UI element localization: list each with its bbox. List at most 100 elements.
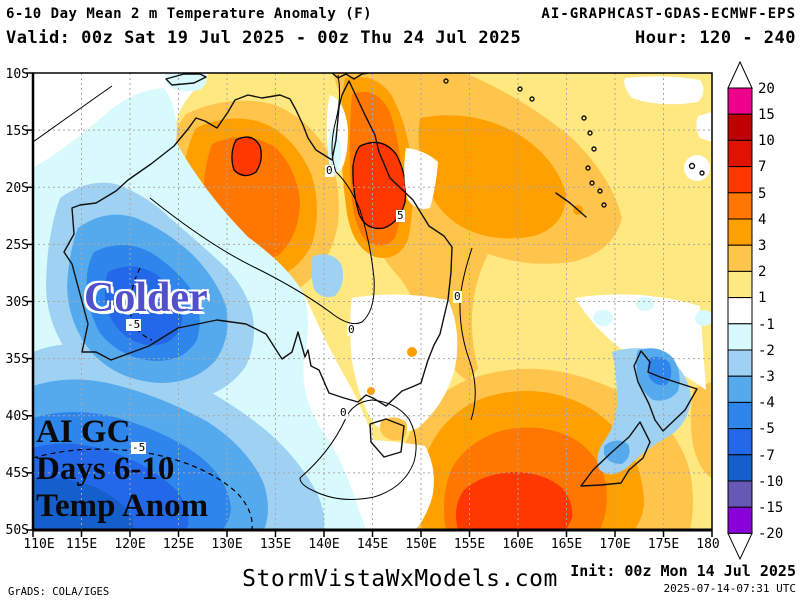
coastline-nz-south-island (580, 421, 651, 487)
lat-label: 25S (6, 238, 29, 253)
cool-region-nz-si-3 (604, 440, 630, 464)
coastline-png (331, 73, 369, 80)
colorbar-label: 4 (758, 212, 766, 228)
contour-label-minus5-sw: -5 (131, 441, 147, 454)
colorbar-label: 10 (758, 133, 775, 149)
zero-contour-east-coast (459, 247, 476, 421)
lon-label: 120E (114, 537, 145, 552)
model-name: AI-GRAPHCAST-GDAS-ECMWF-EPS (541, 6, 796, 22)
coastlines (63, 73, 705, 487)
lat-label: 50S (6, 523, 29, 538)
lon-label: 125E (163, 537, 194, 552)
colorbar-label: 20 (758, 81, 775, 97)
model-annotation-block: AI GC Days 6-10 Temp Anom (36, 414, 208, 525)
neutral-fiji-halo (684, 155, 710, 181)
colorbar-segment (727, 166, 753, 194)
zero-contour-interior (149, 74, 375, 325)
annotation-line-3: Temp Anom (36, 488, 209, 524)
cool-anomaly-regions (33, 73, 712, 530)
warm-spot-inland-1 (407, 347, 417, 357)
colorbar-segment (727, 218, 753, 246)
colorbar-arrow-bottom (727, 532, 753, 561)
colorbar-label: -15 (758, 500, 783, 516)
cool-region-west-5 (104, 266, 183, 346)
colorbar-label: -3 (758, 369, 775, 385)
cool-finger-interior (311, 254, 344, 298)
warm-region-right-strip (690, 382, 712, 478)
colorbar-arrow-top (727, 60, 753, 89)
coastline-nz-north-island (633, 350, 698, 432)
warm-spot-tasmania (380, 417, 408, 441)
annotation-line-1: AI GC (36, 414, 131, 450)
axis-ticks (26, 72, 713, 537)
colorbar-label: -7 (758, 448, 775, 464)
colorbar-segment (727, 113, 753, 141)
minus5-contour-sw (33, 448, 253, 530)
contour-label-zero-2: 0 (339, 406, 348, 419)
colorbar-label: 2 (758, 264, 766, 280)
colorbar-segment (727, 323, 753, 351)
coastline-australia (63, 80, 453, 407)
generation-timestamp: 2025-07-14-07:31 UTC (663, 582, 796, 595)
lat-label: 10S (6, 67, 29, 82)
colder-overlay-label: Colder (84, 275, 208, 321)
colorbar-label: 3 (758, 238, 766, 254)
coastline-timor (165, 73, 207, 86)
contour-label-zero-4: 0 (325, 164, 334, 177)
neutral-topright-2 (696, 112, 712, 142)
contour-label-zero-1: 0 (347, 323, 356, 336)
lon-label: 155E (454, 537, 485, 552)
colorbar-label: 1 (758, 290, 766, 306)
colorbar-segment (727, 454, 753, 482)
colorbar-segment (727, 375, 753, 403)
lon-label: 110E (23, 537, 54, 552)
contour-lines (33, 74, 476, 530)
colorbar-segment (727, 349, 753, 377)
lon-label: 115E (66, 537, 97, 552)
island-dots (443, 78, 705, 208)
colorbar-segment (727, 506, 753, 534)
lat-label: 30S (6, 295, 29, 310)
colorbar-segment (727, 244, 753, 272)
grads-credit: GrADS: COLA/IGES (8, 586, 110, 598)
cool-region-top-timor (164, 73, 207, 92)
lon-label: 175E (648, 537, 679, 552)
colorbar-label: -10 (758, 474, 783, 490)
warm-region-coralsea-3 (418, 115, 566, 239)
colorbar-label: -20 (758, 526, 783, 542)
coastline-new-caledonia (555, 192, 587, 218)
colorbar-segment (727, 270, 753, 299)
warm-region-tasman-5 (456, 472, 573, 530)
cool-region-gulf-sliver (328, 128, 341, 176)
neutral-topright-1 (624, 76, 704, 105)
lon-label: 165E (551, 537, 582, 552)
colorbar-label: -5 (758, 421, 775, 437)
colorbar-label: 15 (758, 107, 775, 123)
contour-label-zero-3: 0 (453, 290, 462, 303)
lat-label: 15S (6, 124, 29, 139)
lat-label: 45S (6, 466, 29, 481)
init-time: Init: 00z Mon 14 Jul 2025 (570, 562, 796, 580)
colorbar-label: -1 (758, 317, 775, 333)
contour-label-plus5: 5 (396, 209, 405, 222)
colorbar-segment (727, 139, 753, 168)
lon-label: 160E (502, 537, 533, 552)
colorbar-segment (727, 401, 753, 430)
colorbar-label: -4 (758, 395, 775, 411)
lon-label: 140E (308, 537, 339, 552)
colorbar-segment (727, 428, 753, 456)
lon-label: 170E (599, 537, 630, 552)
colorbar-label: 7 (758, 159, 766, 175)
neutral-inland-se (350, 294, 458, 433)
warm-region-qld-5-contoured (352, 141, 407, 230)
lat-label: 20S (6, 181, 29, 196)
y-axis-labels: 10S 15S 20S 25S 30S 35S 40S 45S 50S (6, 67, 29, 538)
lon-label: 145E (357, 537, 388, 552)
minus5-contour-west (129, 267, 153, 341)
site-watermark: StormVistaWxModels.com (242, 566, 558, 592)
x-axis-labels: 110E 115E 120E 125E 130E 135E 140E 145E … (23, 537, 719, 552)
lat-label: 35S (6, 352, 29, 367)
colorbar-segment (727, 297, 753, 325)
